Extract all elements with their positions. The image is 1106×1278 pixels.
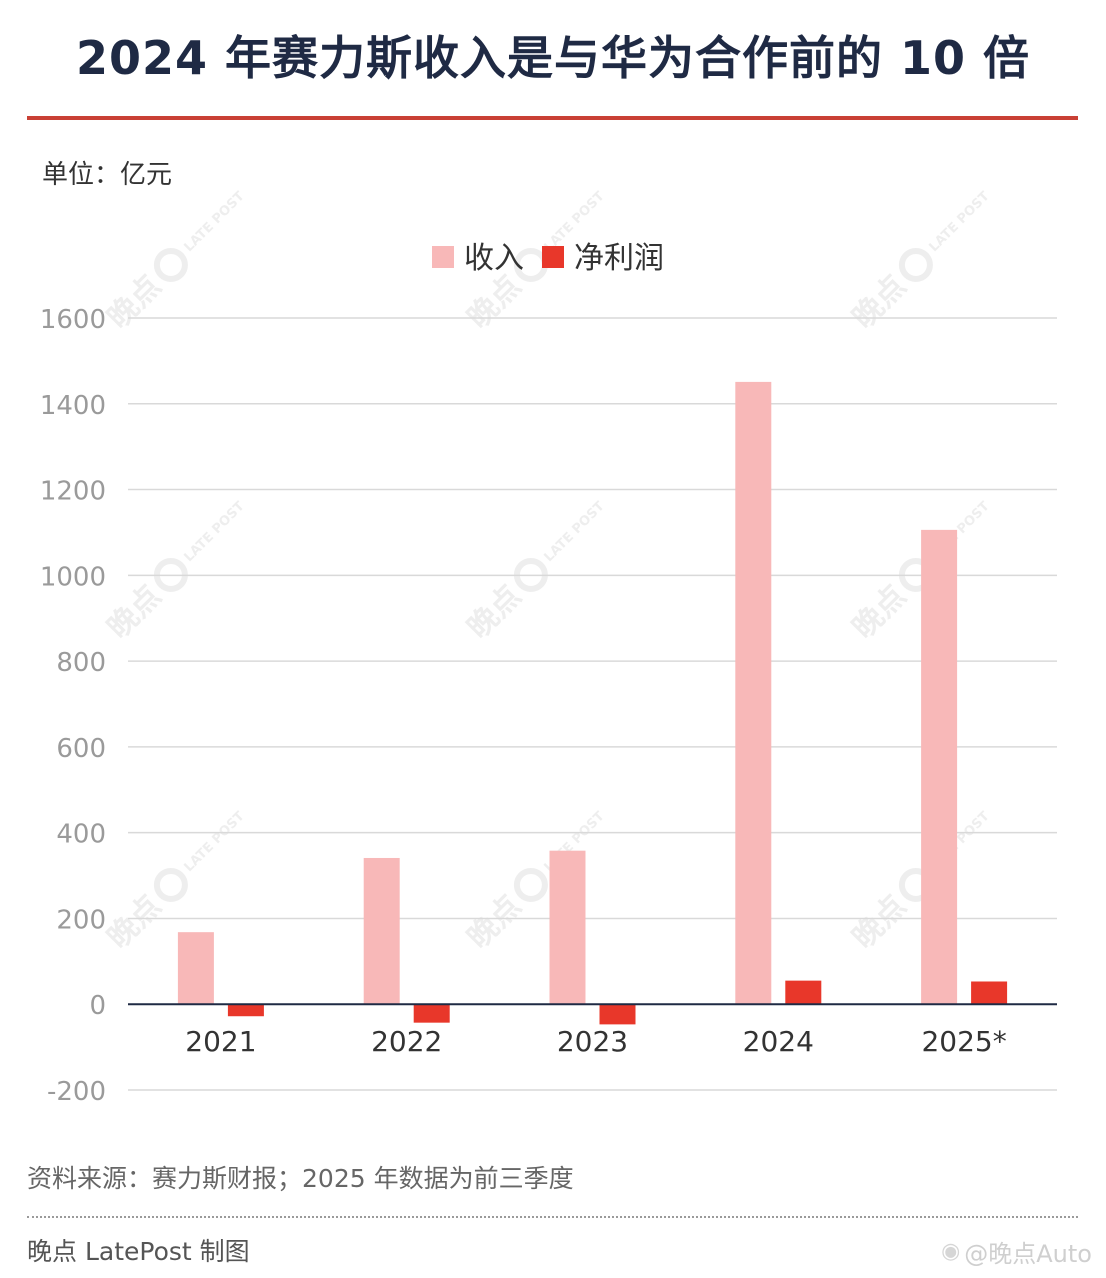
y-tick-label: 800 [56, 648, 106, 678]
footer-divider [27, 1216, 1078, 1218]
legend-label-profit: 净利润 [574, 241, 664, 276]
svg-text:LATE POST: LATE POST [182, 809, 248, 875]
y-tick-label: 400 [56, 820, 106, 850]
unit-label: 单位：亿元 [42, 160, 173, 190]
svg-text:晚点: 晚点 [846, 268, 913, 335]
y-tick-label: 1600 [40, 305, 106, 335]
x-tick-label: 2023 [557, 1025, 628, 1058]
bar-revenue-2024 [735, 381, 772, 1005]
y-tick-label: 1000 [40, 562, 106, 592]
x-tick-label: 2025* [921, 1025, 1006, 1058]
bar-profit-2024 [785, 980, 822, 1005]
bar-revenue-2021 [177, 932, 214, 1005]
svg-text:晚点: 晚点 [846, 888, 913, 955]
x-tick-label: 2021 [185, 1025, 256, 1058]
bar-profit-2025* [971, 981, 1008, 1005]
svg-text:晚点: 晚点 [846, 578, 913, 645]
y-tick-label: 0 [89, 991, 106, 1021]
weibo-icon: ◉ [941, 1239, 961, 1264]
svg-text:晚点: 晚点 [101, 888, 168, 955]
x-tick-label: 2022 [371, 1025, 442, 1058]
svg-text:晚点: 晚点 [101, 268, 168, 335]
y-tick-label: 200 [56, 905, 106, 935]
bar-profit-2021 [227, 1004, 264, 1017]
y-tick-label: 1200 [40, 477, 106, 507]
legend-swatch-revenue [432, 246, 454, 268]
weibo-handle: @晚点Auto [964, 1240, 1092, 1268]
title-divider [27, 116, 1078, 120]
svg-text:晚点: 晚点 [461, 268, 528, 335]
legend-label-revenue: 收入 [464, 241, 524, 276]
bar-profit-2022 [413, 1004, 450, 1023]
bar-revenue-2023 [549, 850, 586, 1005]
svg-text:LATE POST: LATE POST [542, 499, 608, 565]
svg-text:LATE POST: LATE POST [182, 189, 248, 255]
svg-text:晚点: 晚点 [461, 888, 528, 955]
bar-revenue-2022 [363, 857, 400, 1005]
y-tick-label: 600 [56, 734, 106, 764]
source-note: 资料来源：赛力斯财报；2025 年数据为前三季度 [27, 1164, 574, 1193]
svg-text:晚点: 晚点 [461, 578, 528, 645]
bar-revenue-2025* [921, 529, 958, 1005]
chart-title: 2024 年赛力斯收入是与华为合作前的 10 倍 [75, 31, 1031, 85]
legend-swatch-profit [542, 246, 564, 268]
credit-label: 晚点 LatePost 制图 [27, 1237, 250, 1266]
x-tick-label: 2024 [743, 1025, 814, 1058]
y-tick-label: 1400 [40, 391, 106, 421]
weibo-watermark: ◉ @晚点Auto [941, 1234, 1092, 1269]
svg-text:LATE POST: LATE POST [182, 499, 248, 565]
svg-text:LATE POST: LATE POST [927, 189, 993, 255]
y-tick-label: -200 [47, 1077, 106, 1107]
svg-text:晚点: 晚点 [101, 578, 168, 645]
bar-profit-2023 [599, 1004, 636, 1025]
